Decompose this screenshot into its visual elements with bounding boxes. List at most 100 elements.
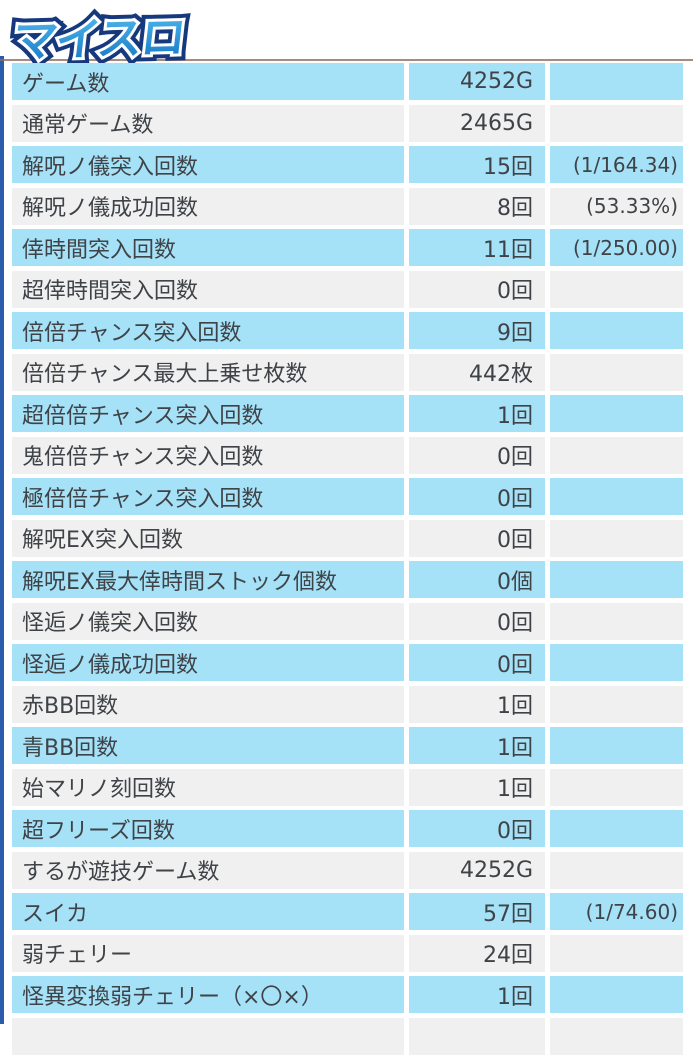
- row-label: 赤BB回数: [12, 685, 404, 723]
- table-row: 怪逅ノ儀成功回数 0回: [12, 644, 683, 681]
- stats-table: ゲーム数 4252G 通常ゲーム数 2465G 解呪ノ儀突入回数 15回 (1/…: [12, 63, 683, 1059]
- row-label: 解呪ノ儀成功回数: [12, 187, 404, 225]
- table-row: 超倍倍チャンス突入回数 1回: [12, 395, 683, 432]
- row-ratio: (53.33%): [550, 187, 683, 225]
- row-ratio: [550, 810, 683, 847]
- table-row: スイカ 57回 (1/74.60): [12, 893, 683, 930]
- table-row: ゲーム数 4252G: [12, 63, 683, 100]
- table-row: 怪異変換弱チェリー（×〇×） 1回: [12, 976, 683, 1013]
- row-ratio: [550, 727, 683, 764]
- row-ratio: [550, 851, 683, 889]
- myslot-logo: マイスロ マイスロ マイスロ: [3, 0, 238, 74]
- table-row: 解呪ノ儀成功回数 8回 (53.33%): [12, 187, 683, 225]
- row-value: 1回: [409, 976, 545, 1013]
- row-ratio: [550, 602, 683, 640]
- table-row: 倍倍チャンス突入回数 9回: [12, 312, 683, 349]
- logo-text: マイスロ: [9, 0, 188, 69]
- row-value: 0回: [409, 478, 545, 515]
- row-value: 1回: [409, 685, 545, 723]
- row-value: 1回: [409, 768, 545, 806]
- row-value: 0回: [409, 270, 545, 308]
- row-label: スイカ: [12, 893, 404, 930]
- row-label: 倖時間突入回数: [12, 229, 404, 266]
- row-label: 始マリノ刻回数: [12, 768, 404, 806]
- row-ratio: [550, 976, 683, 1013]
- row-ratio: (1/74.60): [550, 893, 683, 930]
- row-ratio: [550, 519, 683, 557]
- row-ratio: [550, 685, 683, 723]
- row-value: 0回: [409, 644, 545, 681]
- row-value: 0回: [409, 810, 545, 847]
- row-ratio: [550, 934, 683, 972]
- row-label: 怪逅ノ儀成功回数: [12, 644, 404, 681]
- row-label: 倍倍チャンス最大上乗せ枚数: [12, 353, 404, 391]
- table-row: 青BB回数 1回: [12, 727, 683, 764]
- row-label: ゲーム数: [12, 63, 404, 100]
- table-row: 鬼倍倍チャンス突入回数 0回: [12, 436, 683, 474]
- table-row: 解呪EX最大倖時間ストック個数 0個: [12, 561, 683, 598]
- row-value: 57回: [409, 893, 545, 930]
- row-label: 解呪EX突入回数: [12, 519, 404, 557]
- partial-row: [12, 1017, 683, 1055]
- row-label: 超フリーズ回数: [12, 810, 404, 847]
- row-value: 442枚: [409, 353, 545, 391]
- table-top-rule: [0, 59, 693, 61]
- row-label: 通常ゲーム数: [12, 104, 404, 142]
- row-value: 8回: [409, 187, 545, 225]
- table-row: 倖時間突入回数 11回 (1/250.00): [12, 229, 683, 266]
- table-row: 弱チェリー 24回: [12, 934, 683, 972]
- row-value: 1回: [409, 395, 545, 432]
- table-row: 怪逅ノ儀突入回数 0回: [12, 602, 683, 640]
- row-value: 0個: [409, 561, 545, 598]
- row-label: 極倍倍チャンス突入回数: [12, 478, 404, 515]
- row-label: 青BB回数: [12, 727, 404, 764]
- row-ratio: [550, 270, 683, 308]
- table-row: 極倍倍チャンス突入回数 0回: [12, 478, 683, 515]
- row-value: 9回: [409, 312, 545, 349]
- table-row: 超フリーズ回数 0回: [12, 810, 683, 847]
- row-value: 2465G: [409, 104, 545, 142]
- row-ratio: [550, 353, 683, 391]
- row-value: 0回: [409, 436, 545, 474]
- row-ratio: [550, 644, 683, 681]
- row-value: 15回: [409, 146, 545, 183]
- table-row: 赤BB回数 1回: [12, 685, 683, 723]
- table-row: 超倖時間突入回数 0回: [12, 270, 683, 308]
- row-value: 0回: [409, 519, 545, 557]
- table-row: 解呪ノ儀突入回数 15回 (1/164.34): [12, 146, 683, 183]
- row-value: 24回: [409, 934, 545, 972]
- row-ratio: [550, 312, 683, 349]
- row-value: 1回: [409, 727, 545, 764]
- row-ratio: [550, 104, 683, 142]
- table-row: 倍倍チャンス最大上乗せ枚数 442枚: [12, 353, 683, 391]
- left-accent-bar: [0, 56, 4, 1024]
- row-ratio: (1/164.34): [550, 146, 683, 183]
- row-value: 0回: [409, 602, 545, 640]
- row-ratio: [550, 395, 683, 432]
- row-value: 11回: [409, 229, 545, 266]
- row-label: 超倖時間突入回数: [12, 270, 404, 308]
- row-ratio: [550, 561, 683, 598]
- row-ratio: [550, 768, 683, 806]
- row-label: 鬼倍倍チャンス突入回数: [12, 436, 404, 474]
- row-label: 超倍倍チャンス突入回数: [12, 395, 404, 432]
- row-ratio: [550, 436, 683, 474]
- row-ratio: [550, 478, 683, 515]
- row-label: 解呪ノ儀突入回数: [12, 146, 404, 183]
- table-row: するが遊技ゲーム数 4252G: [12, 851, 683, 889]
- row-label: 弱チェリー: [12, 934, 404, 972]
- row-label: 倍倍チャンス突入回数: [12, 312, 404, 349]
- row-value: 4252G: [409, 63, 545, 100]
- table-row: 始マリノ刻回数 1回: [12, 768, 683, 806]
- table-row: 解呪EX突入回数 0回: [12, 519, 683, 557]
- row-ratio: (1/250.00): [550, 229, 683, 266]
- row-ratio: [550, 63, 683, 100]
- row-value: [409, 1017, 545, 1055]
- row-value: 4252G: [409, 851, 545, 889]
- row-label: するが遊技ゲーム数: [12, 851, 404, 889]
- table-row: 通常ゲーム数 2465G: [12, 104, 683, 142]
- row-label: 解呪EX最大倖時間ストック個数: [12, 561, 404, 598]
- row-label: 怪逅ノ儀突入回数: [12, 602, 404, 640]
- row-ratio: [550, 1017, 683, 1055]
